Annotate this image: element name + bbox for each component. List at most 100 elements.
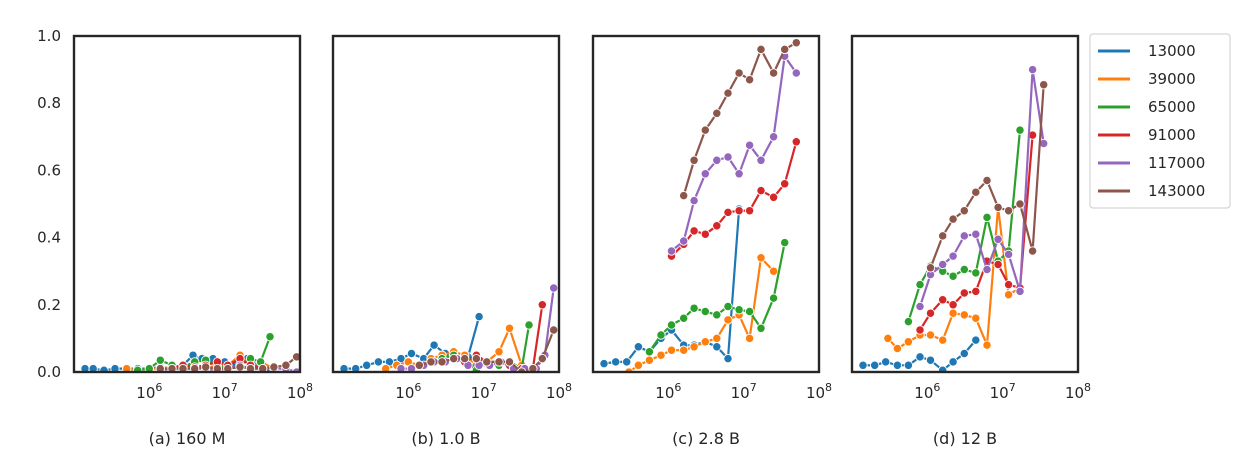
data-point bbox=[1039, 80, 1049, 90]
data-point bbox=[689, 303, 699, 313]
data-point bbox=[744, 75, 755, 85]
data-point bbox=[396, 363, 406, 372]
data-point bbox=[291, 352, 300, 362]
data-point bbox=[549, 283, 559, 293]
data-point bbox=[959, 231, 969, 241]
data-point bbox=[971, 313, 981, 323]
data-point bbox=[167, 363, 177, 372]
y-tick-label: 0.0 bbox=[37, 363, 61, 381]
data-point bbox=[723, 353, 733, 364]
data-point bbox=[925, 263, 936, 273]
data-point bbox=[971, 335, 981, 345]
data-point bbox=[666, 345, 677, 355]
data-point bbox=[700, 306, 710, 317]
data-point bbox=[689, 155, 699, 165]
data-point bbox=[212, 363, 223, 372]
axes-frame bbox=[850, 34, 1080, 374]
data-point bbox=[223, 363, 233, 372]
x-tick-label: 107 bbox=[471, 381, 497, 402]
data-point bbox=[155, 363, 165, 372]
panel-3: 106 107 108 (c) 2.8 B bbox=[591, 34, 832, 448]
data-point bbox=[235, 362, 245, 372]
data-point bbox=[1015, 199, 1025, 209]
data-point bbox=[768, 192, 779, 202]
data-point bbox=[99, 365, 109, 372]
data-point bbox=[537, 300, 547, 310]
data-point bbox=[460, 353, 470, 364]
axes-frame bbox=[72, 34, 302, 374]
data-point bbox=[281, 360, 291, 370]
data-point bbox=[426, 357, 436, 367]
data-point bbox=[982, 264, 992, 275]
data-point bbox=[938, 295, 948, 305]
y-tick-label: 0.2 bbox=[37, 296, 61, 314]
data-point bbox=[768, 68, 779, 78]
x-tick-label: 107 bbox=[731, 381, 757, 402]
plot-area bbox=[339, 283, 559, 372]
data-point bbox=[1015, 125, 1025, 135]
data-point bbox=[88, 363, 98, 372]
data-point bbox=[712, 221, 722, 231]
data-point bbox=[381, 363, 391, 372]
axes-frame bbox=[331, 34, 561, 374]
data-point bbox=[700, 337, 710, 347]
x-tick-label: 106 bbox=[655, 381, 681, 402]
data-point bbox=[993, 234, 1003, 244]
data-point bbox=[429, 340, 439, 350]
data-point bbox=[959, 206, 969, 216]
x-tick-label: 107 bbox=[990, 381, 1016, 402]
data-point bbox=[982, 175, 992, 186]
legend-label: 143000 bbox=[1148, 182, 1205, 200]
data-point bbox=[537, 353, 547, 364]
data-point bbox=[178, 363, 188, 372]
data-point bbox=[768, 132, 779, 142]
data-point bbox=[756, 323, 766, 333]
data-point bbox=[938, 259, 948, 270]
legend-label: 91000 bbox=[1148, 126, 1196, 144]
data-point bbox=[666, 246, 677, 256]
data-point bbox=[1015, 286, 1025, 297]
data-point bbox=[734, 305, 744, 315]
panel-4: 106 107 108 (d) 12 B bbox=[850, 34, 1091, 448]
data-point bbox=[437, 357, 447, 367]
y-tick-label: 0.4 bbox=[37, 229, 61, 247]
data-point bbox=[599, 358, 609, 369]
panel-caption: (a) 160 M bbox=[149, 429, 226, 448]
data-point bbox=[611, 357, 621, 367]
data-point bbox=[644, 347, 655, 357]
legend: 13000 39000 65000 91000 117000 143000 bbox=[1089, 33, 1231, 209]
data-point bbox=[679, 190, 689, 201]
data-point bbox=[768, 266, 779, 276]
data-point bbox=[712, 342, 722, 352]
data-point bbox=[201, 362, 211, 372]
data-point bbox=[791, 137, 801, 147]
data-point bbox=[791, 38, 801, 48]
data-point bbox=[870, 360, 880, 370]
data-point bbox=[744, 306, 755, 317]
data-point bbox=[791, 68, 801, 78]
data-point bbox=[925, 355, 936, 365]
axes-frame bbox=[591, 34, 821, 374]
data-point bbox=[362, 360, 372, 370]
plot-area bbox=[80, 332, 300, 372]
panel-caption: (d) 12 B bbox=[933, 429, 997, 448]
data-point bbox=[700, 169, 710, 179]
data-point bbox=[494, 347, 504, 357]
data-point bbox=[504, 323, 515, 333]
data-point bbox=[971, 187, 981, 197]
data-point bbox=[723, 152, 733, 162]
data-point bbox=[734, 206, 744, 216]
data-point bbox=[993, 259, 1003, 270]
data-point bbox=[622, 357, 632, 367]
data-point bbox=[723, 315, 733, 325]
legend-label: 117000 bbox=[1148, 154, 1205, 172]
data-point bbox=[959, 264, 969, 275]
data-point bbox=[971, 286, 981, 297]
data-point bbox=[938, 365, 948, 372]
data-point bbox=[756, 185, 766, 196]
data-point bbox=[915, 352, 925, 362]
data-point bbox=[1003, 206, 1014, 216]
data-point bbox=[744, 206, 755, 216]
data-point bbox=[1027, 246, 1038, 256]
plot-area bbox=[858, 64, 1049, 372]
